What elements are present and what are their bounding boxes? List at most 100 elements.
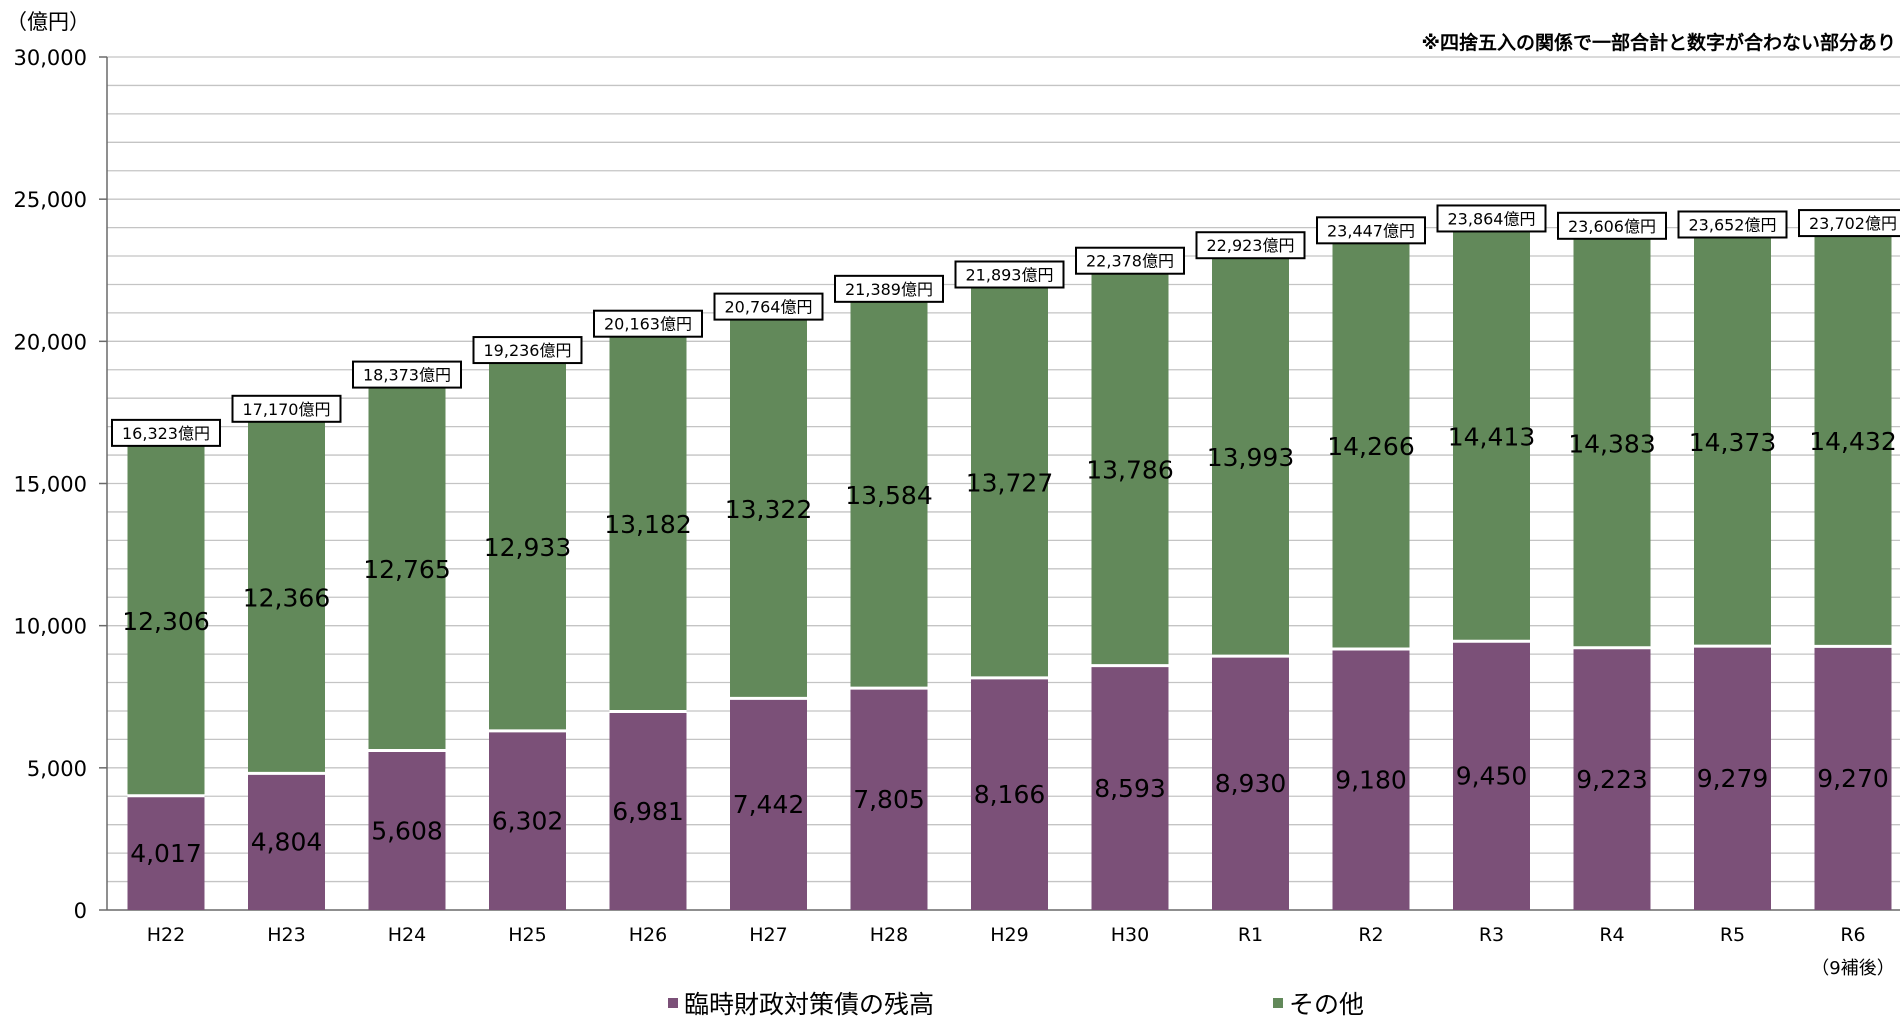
bar-segment-series-2	[730, 319, 807, 699]
y-tick-label: 15,000	[14, 473, 87, 497]
bar-segment-series-1	[730, 698, 807, 910]
bar-segment-series-1	[368, 750, 446, 910]
total-label-box	[713, 292, 824, 321]
x-tick-label: R4	[1599, 924, 1624, 946]
total-label: 18,373億円	[363, 366, 451, 385]
x-tick-label: H26	[629, 924, 667, 946]
total-label-box	[111, 418, 221, 447]
bar-segment-series-2	[971, 287, 1048, 678]
x-tick-label: R3	[1479, 924, 1504, 946]
bar-segment-series-1	[971, 677, 1048, 910]
total-label: 23,447億円	[1327, 221, 1415, 240]
bar-segment-series-1	[248, 773, 325, 910]
data-label-series-1: 6,302	[492, 806, 564, 835]
total-label: 20,764億円	[725, 298, 813, 317]
bar-segment-series-2	[1453, 231, 1530, 642]
total-label: 21,389億円	[845, 280, 933, 299]
x-tick-label: H25	[508, 924, 546, 946]
bar-segment-series-2	[1573, 238, 1651, 648]
data-label-series-2: 13,993	[1207, 443, 1294, 472]
x-tick-label: H30	[1111, 924, 1149, 946]
total-label: 20,163億円	[604, 315, 692, 334]
data-label-series-2: 14,432	[1809, 427, 1896, 456]
data-label-series-2: 13,322	[725, 495, 812, 524]
bar-segment-series-2	[609, 336, 687, 712]
total-label-box	[834, 274, 944, 303]
bar-segment-series-1	[1212, 656, 1289, 910]
total-label-box	[1557, 211, 1667, 240]
bar-segment-series-1	[850, 688, 928, 910]
y-tick-label: 0	[74, 899, 87, 923]
bar-segment-series-1	[1814, 646, 1892, 910]
data-label-series-2: 12,306	[122, 607, 209, 636]
total-label-box	[1316, 216, 1426, 245]
legend-swatch-series-1	[668, 998, 678, 1008]
total-label-box	[1075, 246, 1185, 275]
legend-item-series-2: その他	[1273, 985, 1364, 1021]
data-label-series-1: 4,017	[130, 839, 202, 868]
data-label-series-2: 13,584	[845, 481, 932, 510]
data-label-series-1: 9,279	[1697, 764, 1769, 793]
y-tick-label: 25,000	[14, 188, 87, 212]
bar-segment-series-1	[1332, 648, 1410, 910]
legend-label-series-1: 臨時財政対策債の残高	[684, 990, 935, 1019]
x-tick-label: H24	[388, 924, 426, 946]
x-tick-label: H28	[870, 924, 908, 946]
total-label-box	[1798, 209, 1900, 238]
total-label: 19,236億円	[484, 341, 572, 360]
bar-segment-series-2	[1212, 258, 1289, 657]
data-label-series-2: 13,727	[966, 469, 1053, 498]
total-label-box	[1436, 204, 1547, 233]
data-label-series-1: 9,180	[1335, 765, 1407, 794]
total-label: 23,652億円	[1689, 215, 1777, 234]
bar-segment-series-2	[127, 445, 205, 796]
bar-segment-series-1	[127, 795, 205, 910]
y-axis-unit-label: （億円）	[6, 10, 90, 34]
legend-label-series-2: その他	[1289, 990, 1365, 1019]
x-tick-label: R6	[1840, 924, 1865, 946]
x-tick-label: R5	[1720, 924, 1745, 946]
bar-segment-series-2	[850, 301, 928, 689]
y-tick-label: 30,000	[14, 46, 87, 70]
y-tick-label: 5,000	[27, 757, 87, 781]
bar-segment-series-1	[1453, 641, 1530, 910]
bar-segment-series-1	[1694, 646, 1771, 910]
total-label-box	[954, 260, 1065, 289]
data-label-series-2: 12,765	[363, 555, 450, 584]
x-tick-label: H22	[147, 924, 185, 946]
total-label: 16,323億円	[122, 424, 210, 443]
total-label-box	[593, 309, 703, 338]
data-label-series-1: 8,930	[1215, 769, 1287, 798]
y-tick-label: 10,000	[14, 615, 87, 639]
data-label-series-1: 7,805	[853, 785, 925, 814]
data-label-series-1: 7,442	[733, 790, 805, 819]
data-label-series-2: 12,366	[243, 584, 330, 613]
bar-segment-series-2	[368, 387, 446, 751]
total-label: 22,923億円	[1207, 236, 1295, 255]
total-label-box	[1677, 210, 1788, 239]
rounding-note: ※四捨五入の関係で一部合計と数字が合わない部分あり	[1421, 32, 1896, 54]
bar-segment-series-1	[489, 730, 566, 910]
data-label-series-1: 8,166	[974, 780, 1046, 809]
x-tick-label: R2	[1358, 924, 1383, 946]
data-label-series-1: 4,804	[251, 828, 323, 857]
data-label-series-1: 6,981	[612, 797, 684, 826]
total-label: 22,378億円	[1086, 252, 1174, 271]
x-tick-sublabel: （9補後）	[1811, 958, 1894, 979]
bar-segment-series-2	[1332, 243, 1410, 649]
total-label: 21,893億円	[966, 266, 1054, 285]
total-label: 23,606億円	[1568, 217, 1656, 236]
legend-item-series-1: 臨時財政対策債の残高	[668, 985, 934, 1021]
bar-segment-series-1	[1091, 665, 1169, 910]
data-label-series-2: 13,786	[1086, 456, 1173, 485]
data-label-series-2: 14,266	[1327, 432, 1414, 461]
data-label-series-1: 9,223	[1576, 765, 1648, 794]
data-label-series-2: 14,373	[1689, 428, 1776, 457]
total-label-box	[231, 394, 342, 423]
bar-segment-series-2	[248, 421, 325, 774]
data-label-series-1: 9,270	[1817, 764, 1889, 793]
bar-segment-series-2	[1814, 236, 1892, 647]
data-label-series-2: 12,933	[484, 533, 571, 562]
